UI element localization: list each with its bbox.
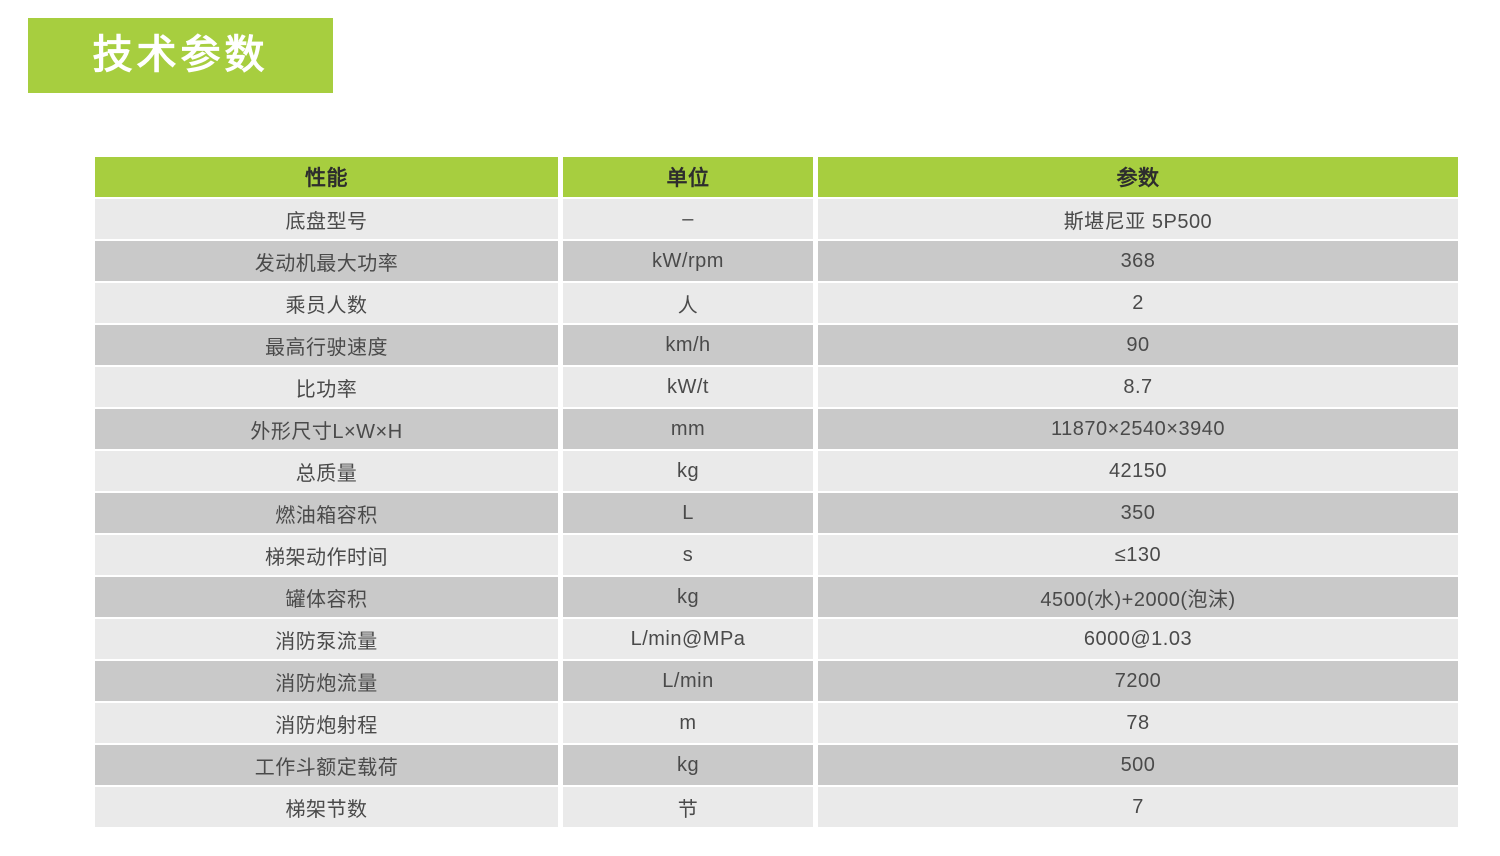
cell-performance: 梯架节数 <box>95 787 558 827</box>
cell-performance: 燃油箱容积 <box>95 493 558 533</box>
cell-performance: 罐体容积 <box>95 577 558 617</box>
cell-performance: 底盘型号 <box>95 199 558 239</box>
cell-performance: 比功率 <box>95 367 558 407</box>
cell-performance: 消防炮射程 <box>95 703 558 743</box>
section-title-banner: 技术参数 <box>28 18 333 93</box>
cell-value: 2 <box>818 283 1458 323</box>
cell-unit: kW/t <box>563 367 813 407</box>
column-header-performance: 性能 <box>95 157 558 197</box>
cell-value: 368 <box>818 241 1458 281</box>
cell-unit: m <box>563 703 813 743</box>
cell-performance: 工作斗额定载荷 <box>95 745 558 785</box>
cell-value: 斯堪尼亚 5P500 <box>818 199 1458 239</box>
cell-performance: 总质量 <box>95 451 558 491</box>
cell-value: 90 <box>818 325 1458 365</box>
cell-performance: 发动机最大功率 <box>95 241 558 281</box>
cell-unit: – <box>563 199 813 239</box>
cell-value: 500 <box>818 745 1458 785</box>
cell-value: 7200 <box>818 661 1458 701</box>
cell-value: 11870×2540×3940 <box>818 409 1458 449</box>
cell-performance: 梯架动作时间 <box>95 535 558 575</box>
cell-performance: 消防炮流量 <box>95 661 558 701</box>
cell-performance: 乘员人数 <box>95 283 558 323</box>
cell-unit: s <box>563 535 813 575</box>
cell-performance: 最高行驶速度 <box>95 325 558 365</box>
cell-unit: L/min <box>563 661 813 701</box>
column-header-unit: 单位 <box>563 157 813 197</box>
cell-value: 4500(水)+2000(泡沫) <box>818 577 1458 617</box>
cell-unit: L/min@MPa <box>563 619 813 659</box>
page-title: 技术参数 <box>92 32 269 77</box>
cell-performance: 消防泵流量 <box>95 619 558 659</box>
cell-value: 78 <box>818 703 1458 743</box>
cell-unit: km/h <box>563 325 813 365</box>
cell-value: 42150 <box>818 451 1458 491</box>
cell-unit: kW/rpm <box>563 241 813 281</box>
cell-value: 8.7 <box>818 367 1458 407</box>
cell-unit: kg <box>563 577 813 617</box>
cell-value: ≤130 <box>818 535 1458 575</box>
column-header-parameter: 参数 <box>818 157 1458 197</box>
cell-unit: kg <box>563 451 813 491</box>
cell-value: 6000@1.03 <box>818 619 1458 659</box>
cell-unit: 人 <box>563 283 813 323</box>
cell-unit: kg <box>563 745 813 785</box>
cell-performance: 外形尺寸L×W×H <box>95 409 558 449</box>
cell-value: 7 <box>818 787 1458 827</box>
specs-table: 性能 单位 参数 底盘型号 – 斯堪尼亚 5P500 发动机最大功率 kW/rp… <box>95 157 1458 827</box>
cell-value: 350 <box>818 493 1458 533</box>
cell-unit: 节 <box>563 787 813 827</box>
cell-unit: mm <box>563 409 813 449</box>
cell-unit: L <box>563 493 813 533</box>
